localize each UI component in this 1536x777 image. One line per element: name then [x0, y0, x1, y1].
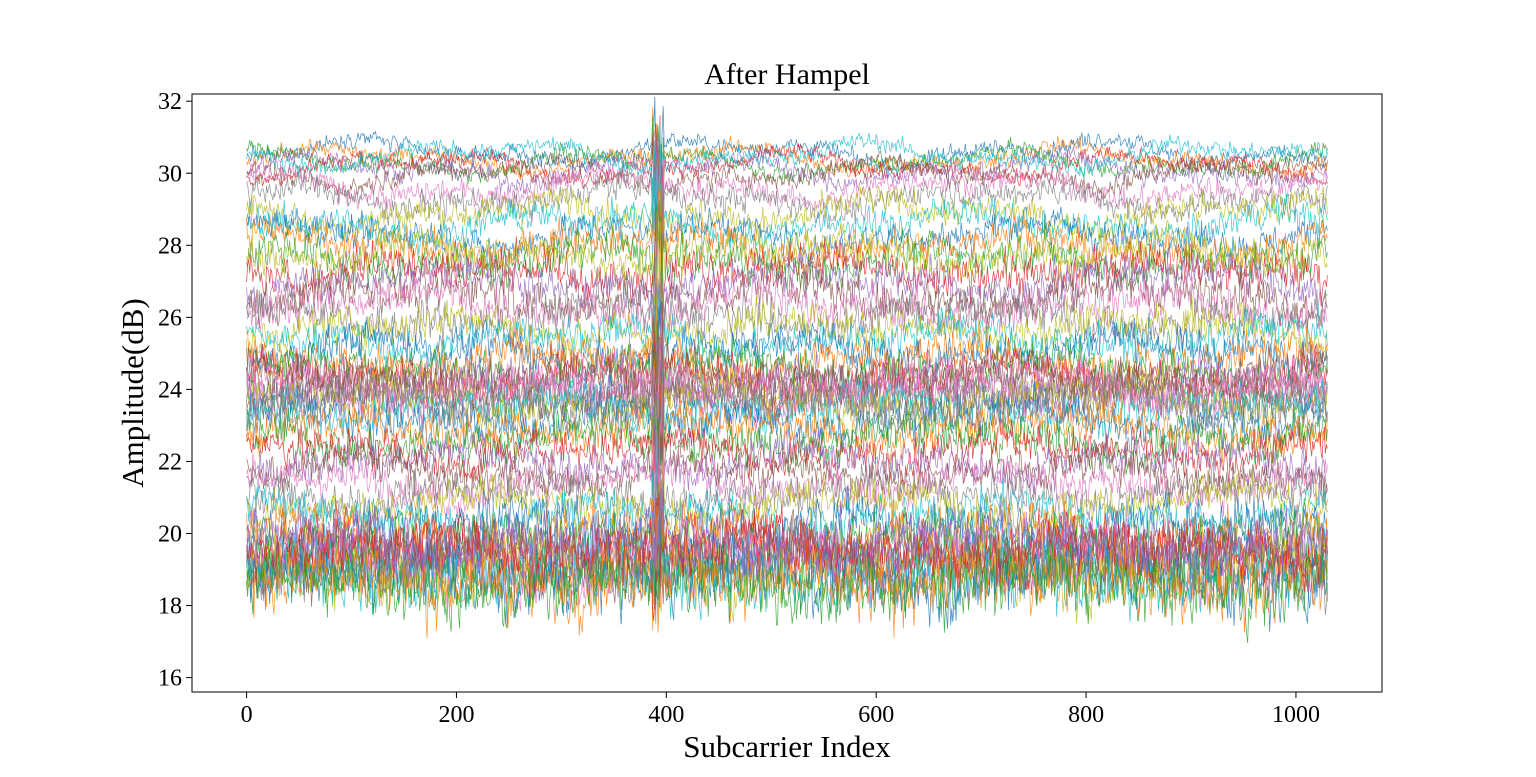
y-tick-label: 22 — [158, 449, 182, 475]
series-line — [246, 403, 1328, 528]
series-line — [246, 289, 1328, 388]
y-axis: 16 18 20 22 24 26 28 30 32 — [158, 89, 192, 692]
x-tick-label: 400 — [648, 702, 684, 728]
series-line — [246, 139, 1328, 248]
y-tick-label: 28 — [158, 233, 182, 259]
y-tick-label: 20 — [158, 521, 182, 547]
y-axis-label: Amplitude(dB) — [115, 298, 150, 487]
series-line — [246, 518, 1328, 633]
series-line — [246, 125, 1328, 229]
y-tick-label: 26 — [158, 305, 182, 331]
series-line — [246, 337, 1328, 445]
series-line — [246, 214, 1328, 307]
y-tick-label: 32 — [158, 89, 182, 115]
series-line — [246, 482, 1328, 581]
x-tick-label: 0 — [241, 702, 253, 728]
series-line — [246, 415, 1328, 534]
series-line — [246, 292, 1328, 368]
series-line — [246, 131, 1328, 219]
y-tick-label: 18 — [158, 594, 182, 620]
y-tick-label: 30 — [158, 161, 182, 187]
series-line — [246, 508, 1328, 644]
series-layer — [246, 96, 1328, 644]
x-axis-label: Subcarrier Index — [683, 729, 891, 764]
x-tick-label: 1000 — [1272, 702, 1320, 728]
series-line — [246, 139, 1328, 228]
series-line — [246, 177, 1328, 294]
x-tick-label: 200 — [438, 702, 474, 728]
series-line — [246, 363, 1328, 474]
series-line — [246, 237, 1328, 340]
chart-title: After Hampel — [704, 58, 870, 91]
series-line — [246, 504, 1328, 622]
x-axis: 0 200 400 600 800 1000 — [241, 692, 1320, 728]
series-line — [246, 451, 1328, 565]
x-tick-label: 600 — [858, 702, 894, 728]
y-tick-label: 24 — [158, 377, 182, 403]
plot-frame — [191, 93, 1383, 693]
x-tick-label: 800 — [1068, 702, 1104, 728]
y-tick-label: 16 — [158, 666, 182, 692]
